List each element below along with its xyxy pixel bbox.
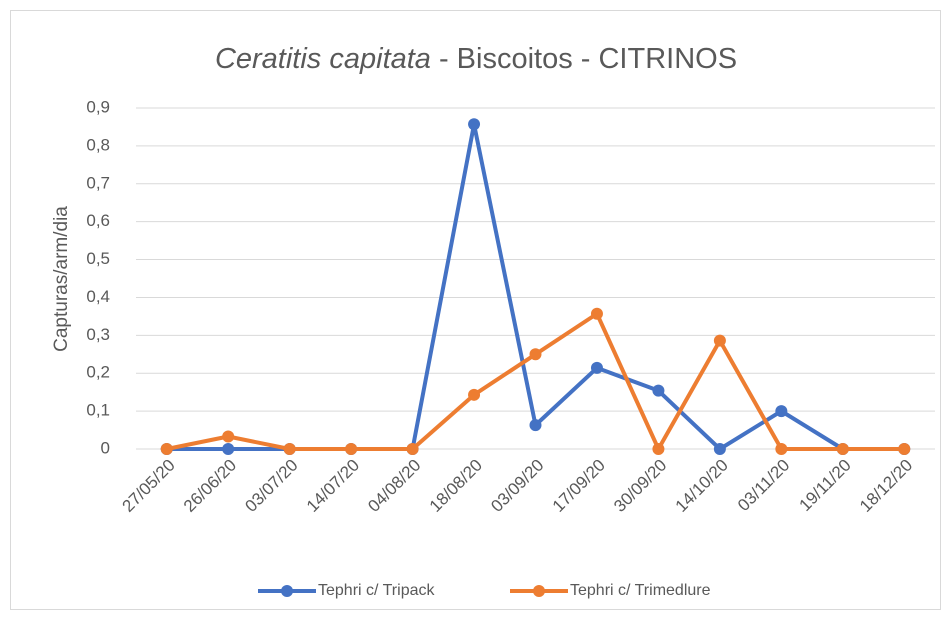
- marker: [898, 443, 911, 455]
- legend-marker: [533, 585, 545, 597]
- legend-label: Tephri c/ Tripack: [318, 582, 435, 599]
- y-tick-label: 0,2: [86, 363, 110, 382]
- marker: [160, 443, 173, 455]
- marker: [345, 443, 358, 455]
- marker: [590, 307, 603, 320]
- y-tick-label: 0,9: [86, 97, 110, 116]
- marker: [713, 334, 726, 347]
- marker: [836, 443, 849, 455]
- marker: [652, 443, 665, 455]
- marker: [775, 405, 788, 418]
- y-tick-label: 0,4: [86, 287, 110, 306]
- legend-label: Tephri c/ Trimedlure: [570, 582, 711, 599]
- marker: [652, 384, 665, 397]
- marker: [222, 430, 235, 443]
- y-tick-label: 0,7: [86, 173, 110, 192]
- title-italic: Ceratitis capitata: [215, 43, 431, 75]
- marker: [529, 419, 542, 432]
- chart-border: [10, 10, 941, 610]
- marker: [590, 361, 603, 374]
- marker: [468, 118, 481, 131]
- chart-title: Ceratitis capitata - Biscoitos - CITRINOS: [215, 43, 737, 75]
- marker: [406, 443, 419, 455]
- marker: [222, 443, 235, 455]
- y-tick-label: 0,6: [86, 211, 110, 230]
- y-tick-label: 0,5: [86, 249, 110, 268]
- marker: [713, 443, 726, 455]
- y-tick-label: 0,1: [86, 401, 110, 420]
- marker: [468, 388, 481, 401]
- marker: [775, 443, 788, 455]
- title-rest: - Biscoitos - CITRINOS: [439, 43, 737, 75]
- marker: [529, 348, 542, 361]
- y-tick-label: 0: [101, 438, 110, 457]
- y-axis-label: Capturas/arm/dia: [51, 206, 72, 352]
- y-tick-label: 0,3: [86, 325, 110, 344]
- legend-marker: [281, 585, 293, 597]
- marker: [283, 443, 296, 455]
- y-tick-label: 0,8: [86, 135, 110, 154]
